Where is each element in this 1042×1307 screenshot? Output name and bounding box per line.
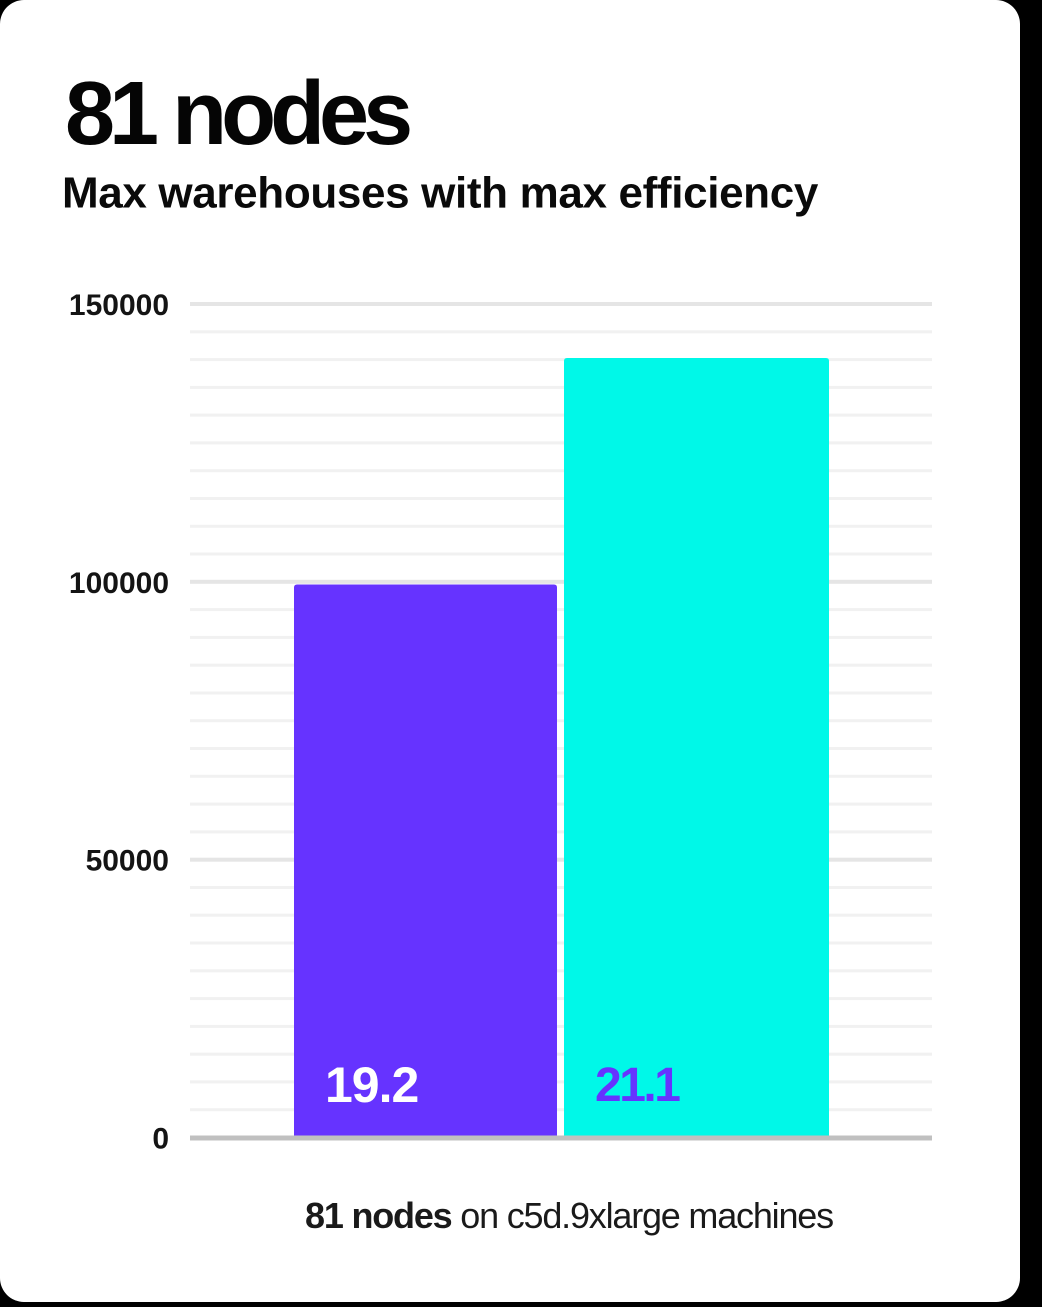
svg-text:50000: 50000	[86, 845, 169, 878]
svg-text:19.2: 19.2	[325, 1057, 418, 1113]
svg-text:0: 0	[152, 1122, 169, 1155]
svg-text:100000: 100000	[69, 567, 169, 600]
svg-text:81 nodes on c5d.9xlarge machin: 81 nodes on c5d.9xlarge machines	[305, 1195, 833, 1236]
svg-text:150000: 150000	[69, 289, 169, 322]
svg-text:81 nodes: 81 nodes	[65, 64, 410, 164]
svg-text:Max warehouses with max effici: Max warehouses with max efficiency	[62, 169, 819, 218]
svg-text:21.1: 21.1	[595, 1059, 680, 1112]
